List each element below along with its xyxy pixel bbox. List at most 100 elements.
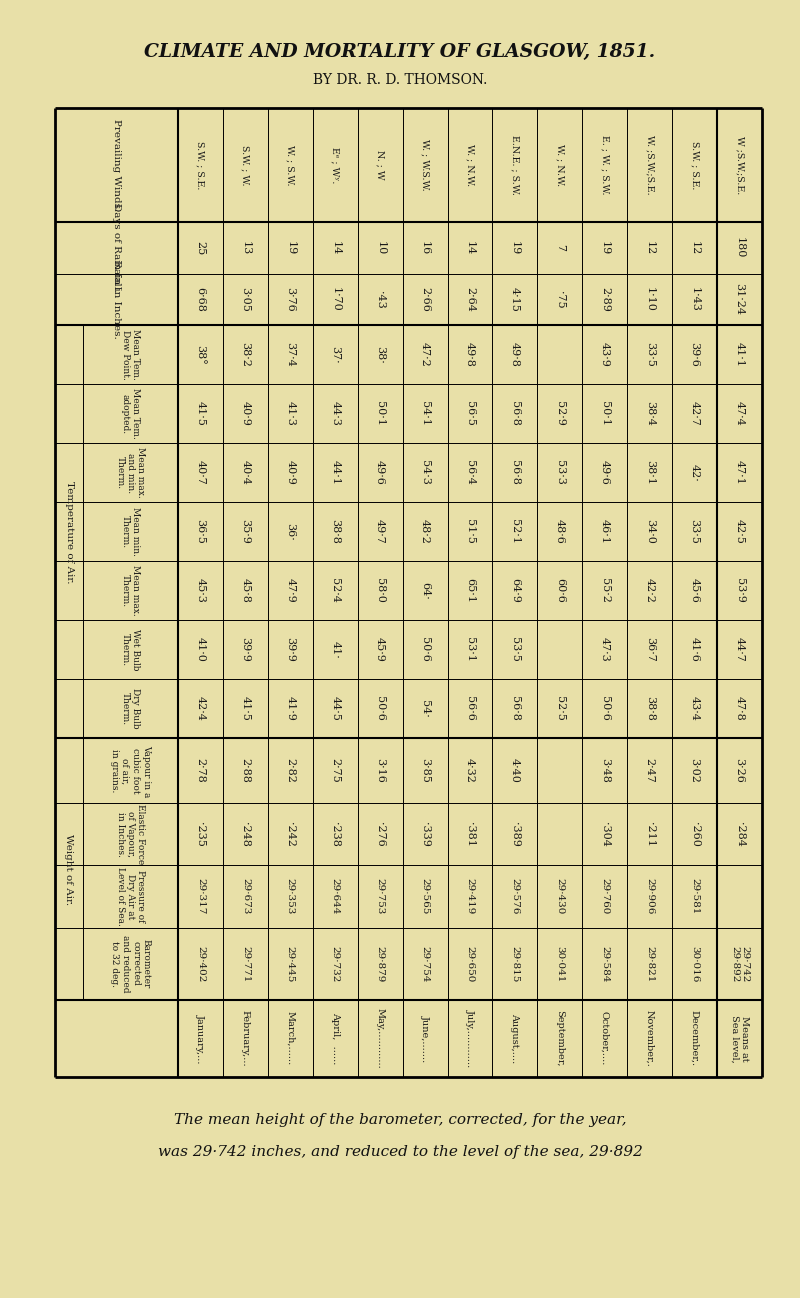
Text: Means at
Sea level,: Means at Sea level, xyxy=(730,1015,750,1062)
Text: N. ; W: N. ; W xyxy=(376,151,385,179)
Text: May,............: May,............ xyxy=(376,1009,385,1068)
Text: 39·6: 39·6 xyxy=(690,343,700,367)
Text: ·242: ·242 xyxy=(286,822,295,846)
Text: 3·05: 3·05 xyxy=(240,287,250,312)
Text: 40·9: 40·9 xyxy=(286,461,295,485)
Text: 19: 19 xyxy=(510,240,520,254)
Text: 36·5: 36·5 xyxy=(195,519,206,544)
Text: January,...: January,... xyxy=(196,1014,205,1063)
Text: 47·4: 47·4 xyxy=(734,401,745,426)
Text: 2·47: 2·47 xyxy=(645,758,654,783)
Text: 4·32: 4·32 xyxy=(465,758,475,783)
Text: 29·821: 29·821 xyxy=(645,946,654,983)
Text: 39·9: 39·9 xyxy=(286,637,295,662)
Text: 29·317: 29·317 xyxy=(196,879,205,915)
Text: ·248: ·248 xyxy=(240,822,250,846)
Text: Mean min.
Therm.: Mean min. Therm. xyxy=(121,508,140,557)
Text: 41·3: 41·3 xyxy=(286,401,295,426)
Text: ·211: ·211 xyxy=(645,822,654,846)
Text: 49·7: 49·7 xyxy=(375,519,385,544)
Text: 56·8: 56·8 xyxy=(510,696,520,722)
Text: 1·10: 1·10 xyxy=(645,287,654,312)
Text: 42·7: 42·7 xyxy=(690,401,700,426)
Text: 42·4: 42·4 xyxy=(195,696,206,722)
Text: 40·7: 40·7 xyxy=(195,461,206,485)
Text: 45·8: 45·8 xyxy=(240,579,250,604)
Text: 58·0: 58·0 xyxy=(375,579,385,604)
Text: Eᵉ ; Wʸ.: Eᵉ ; Wʸ. xyxy=(330,147,340,183)
Text: 43·4: 43·4 xyxy=(690,696,700,722)
Text: 38·8: 38·8 xyxy=(645,696,654,722)
Text: 12: 12 xyxy=(645,240,654,254)
Text: E.N.E. ; S.W.: E.N.E. ; S.W. xyxy=(510,135,519,195)
Text: 56·4: 56·4 xyxy=(465,461,475,485)
Text: 41·6: 41·6 xyxy=(690,637,700,662)
Text: 38·1: 38·1 xyxy=(645,461,654,485)
Text: 4·40: 4·40 xyxy=(510,758,520,783)
Text: 29·742
29·892: 29·742 29·892 xyxy=(730,946,750,983)
Text: 46·1: 46·1 xyxy=(600,519,610,544)
Text: 44·1: 44·1 xyxy=(330,461,340,485)
Text: 43·9: 43·9 xyxy=(600,343,610,367)
Text: 45·9: 45·9 xyxy=(375,637,385,662)
Text: W. ; W.S.W.: W. ; W.S.W. xyxy=(421,139,430,191)
Text: ·389: ·389 xyxy=(510,822,520,846)
Text: 38·4: 38·4 xyxy=(645,401,654,426)
Text: Mean Tem.
adopted.: Mean Tem. adopted. xyxy=(121,388,140,439)
Text: 35·9: 35·9 xyxy=(240,519,250,544)
Text: 47·1: 47·1 xyxy=(734,461,745,485)
Text: 36·: 36· xyxy=(286,523,295,541)
Text: 53·3: 53·3 xyxy=(555,461,565,485)
Text: 49·8: 49·8 xyxy=(465,343,475,367)
Text: 29·430: 29·430 xyxy=(555,879,564,915)
Text: Wet Bulb
Therm.: Wet Bulb Therm. xyxy=(121,630,140,671)
Text: December,.: December,. xyxy=(690,1010,699,1067)
Text: 29·879: 29·879 xyxy=(376,946,385,983)
Text: 12: 12 xyxy=(690,240,700,254)
Text: W. ; S.W.: W. ; S.W. xyxy=(286,144,295,186)
Text: 54·3: 54·3 xyxy=(420,461,430,485)
Text: 37·: 37· xyxy=(330,347,340,363)
Text: 19: 19 xyxy=(600,240,610,254)
Text: ·381: ·381 xyxy=(465,822,475,846)
Text: 52·5: 52·5 xyxy=(555,696,565,722)
Text: 36·7: 36·7 xyxy=(645,637,654,662)
Text: 30·016: 30·016 xyxy=(690,946,699,983)
Text: Mean max.
Therm.: Mean max. Therm. xyxy=(121,566,140,617)
Text: Barometer
corrected
and reduced
to 32 deg.: Barometer corrected and reduced to 32 de… xyxy=(110,935,150,993)
Text: E. ; W. ; S.W.: E. ; W. ; S.W. xyxy=(600,135,610,195)
Text: 25: 25 xyxy=(195,240,206,254)
Text: S.W. ; W.: S.W. ; W. xyxy=(241,144,250,186)
Text: 4·15: 4·15 xyxy=(510,287,520,312)
Text: 29·754: 29·754 xyxy=(421,946,430,983)
Text: 1·70: 1·70 xyxy=(330,287,340,312)
Text: ·75: ·75 xyxy=(555,291,565,308)
Text: 38·: 38· xyxy=(375,347,385,363)
Text: Days of Rain fall.: Days of Rain fall. xyxy=(112,202,121,292)
Text: 2·64: 2·64 xyxy=(465,287,475,312)
Text: 64·: 64· xyxy=(420,582,430,600)
Text: 29·673: 29·673 xyxy=(241,879,250,915)
Text: 41·5: 41·5 xyxy=(195,401,206,426)
Text: 65·1: 65·1 xyxy=(465,579,475,604)
Text: Mean Tem.
Dew Point.: Mean Tem. Dew Point. xyxy=(121,330,140,380)
Text: 44·3: 44·3 xyxy=(330,401,340,426)
Text: 29·584: 29·584 xyxy=(600,946,610,983)
Text: 42·: 42· xyxy=(690,463,700,482)
Text: ·339: ·339 xyxy=(420,822,430,846)
Text: W. ; N.W.: W. ; N.W. xyxy=(555,144,564,186)
Text: ·260: ·260 xyxy=(690,822,700,846)
Text: 38·8: 38·8 xyxy=(330,519,340,544)
Text: 29·753: 29·753 xyxy=(376,879,385,915)
Text: 29·565: 29·565 xyxy=(421,879,430,915)
Text: 53·1: 53·1 xyxy=(465,637,475,662)
Text: March,......: March,...... xyxy=(286,1011,295,1066)
Text: 2·78: 2·78 xyxy=(195,758,206,783)
Text: 50·1: 50·1 xyxy=(375,401,385,426)
Text: 41·1: 41·1 xyxy=(734,343,745,367)
Text: 3·48: 3·48 xyxy=(600,758,610,783)
Text: 29·581: 29·581 xyxy=(690,879,699,915)
Text: 3·16: 3·16 xyxy=(375,758,385,783)
Text: 49·8: 49·8 xyxy=(510,343,520,367)
Text: 50·6: 50·6 xyxy=(420,637,430,662)
